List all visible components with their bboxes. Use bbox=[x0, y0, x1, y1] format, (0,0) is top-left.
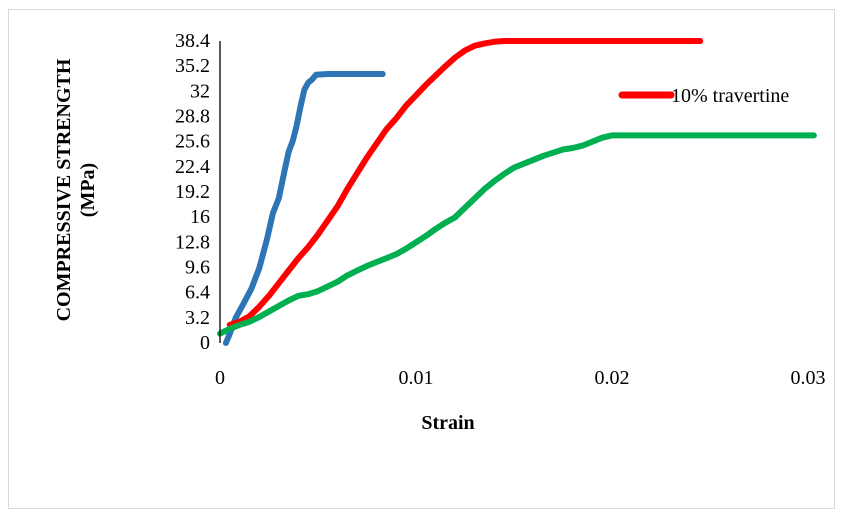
x-axis-title: Strain bbox=[421, 412, 474, 434]
series-line-1 bbox=[222, 71, 386, 346]
series-line-2 bbox=[226, 38, 704, 328]
y-tick-label: 0 bbox=[200, 332, 210, 354]
legend: 10% travertine bbox=[618, 85, 789, 107]
legend-label: 10% travertine bbox=[671, 85, 789, 107]
y-tick-label: 9.6 bbox=[185, 257, 210, 279]
y-tick-label: 22.4 bbox=[175, 156, 210, 178]
series-layer bbox=[217, 38, 817, 346]
y-tick-label: 28.8 bbox=[175, 106, 210, 128]
x-tick-label: 0.01 bbox=[399, 367, 434, 389]
y-tick-label: 35.2 bbox=[175, 55, 210, 77]
y-tick-label: 16 bbox=[190, 206, 210, 228]
y-axis-title-line1: COMPRESSIVE STRENGTH bbox=[53, 58, 75, 321]
y-tick-label: 38.4 bbox=[175, 30, 210, 52]
y-tick-label: 12.8 bbox=[175, 231, 210, 253]
x-tick-label: 0.03 bbox=[791, 367, 826, 389]
series-line-3 bbox=[217, 132, 817, 337]
y-tick-label: 3.2 bbox=[185, 307, 210, 329]
y-axis-title-line2: (MPa) bbox=[77, 163, 99, 217]
y-tick-labels: 0 3.2 6.4 9.6 12.8 16 19.2 22.4 25.6 28.8 32 35.2 38… bbox=[175, 30, 210, 354]
x-tick-label: 0 bbox=[215, 367, 225, 389]
x-tick-labels: 0 0.01 0.02 0.03 bbox=[215, 367, 826, 389]
y-tick-label: 25.6 bbox=[175, 131, 210, 153]
x-tick-label: 0.02 bbox=[595, 367, 630, 389]
y-tick-label: 6.4 bbox=[185, 282, 210, 304]
y-tick-label: 19.2 bbox=[175, 181, 210, 203]
y-tick-label: 32 bbox=[190, 80, 210, 102]
